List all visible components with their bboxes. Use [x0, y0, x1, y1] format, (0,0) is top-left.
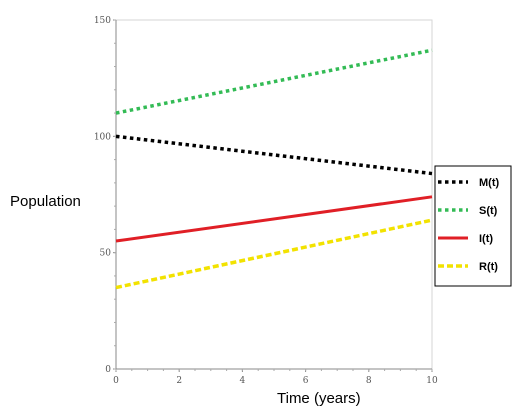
- legend-label: R(t): [479, 261, 498, 273]
- y-tick-label: 100: [94, 132, 111, 142]
- series-line-rt: [115, 218, 433, 290]
- legend-label: M(t): [479, 177, 499, 189]
- legend-box: [434, 165, 512, 287]
- series-line-st: [115, 48, 433, 115]
- x-tick-label: 10: [426, 376, 438, 386]
- y-tick-label: 0: [105, 365, 111, 375]
- series-line-mt: [115, 134, 433, 176]
- series-lines: [115, 48, 433, 290]
- plot-frame: [115, 19, 433, 370]
- series-line-it: [115, 195, 433, 243]
- legend-label: I(t): [479, 233, 493, 245]
- axis-ticks: 0 50 100 150 0 2 4 6 8 10: [94, 16, 438, 386]
- x-tick-label: 6: [303, 376, 309, 386]
- x-tick-label: 4: [240, 376, 246, 386]
- y-tick-label: 50: [100, 249, 112, 259]
- x-axis-label: Time (years): [277, 390, 361, 407]
- x-tick-label: 8: [366, 376, 372, 386]
- legend: M(t) S(t) I(t) R(t): [434, 165, 512, 287]
- legend-label: S(t): [479, 205, 498, 217]
- y-tick-label: 150: [94, 16, 111, 26]
- y-axis-label: Population: [10, 193, 81, 210]
- x-tick-label: 0: [113, 376, 119, 386]
- axes: [115, 19, 433, 370]
- x-tick-label: 2: [176, 376, 182, 386]
